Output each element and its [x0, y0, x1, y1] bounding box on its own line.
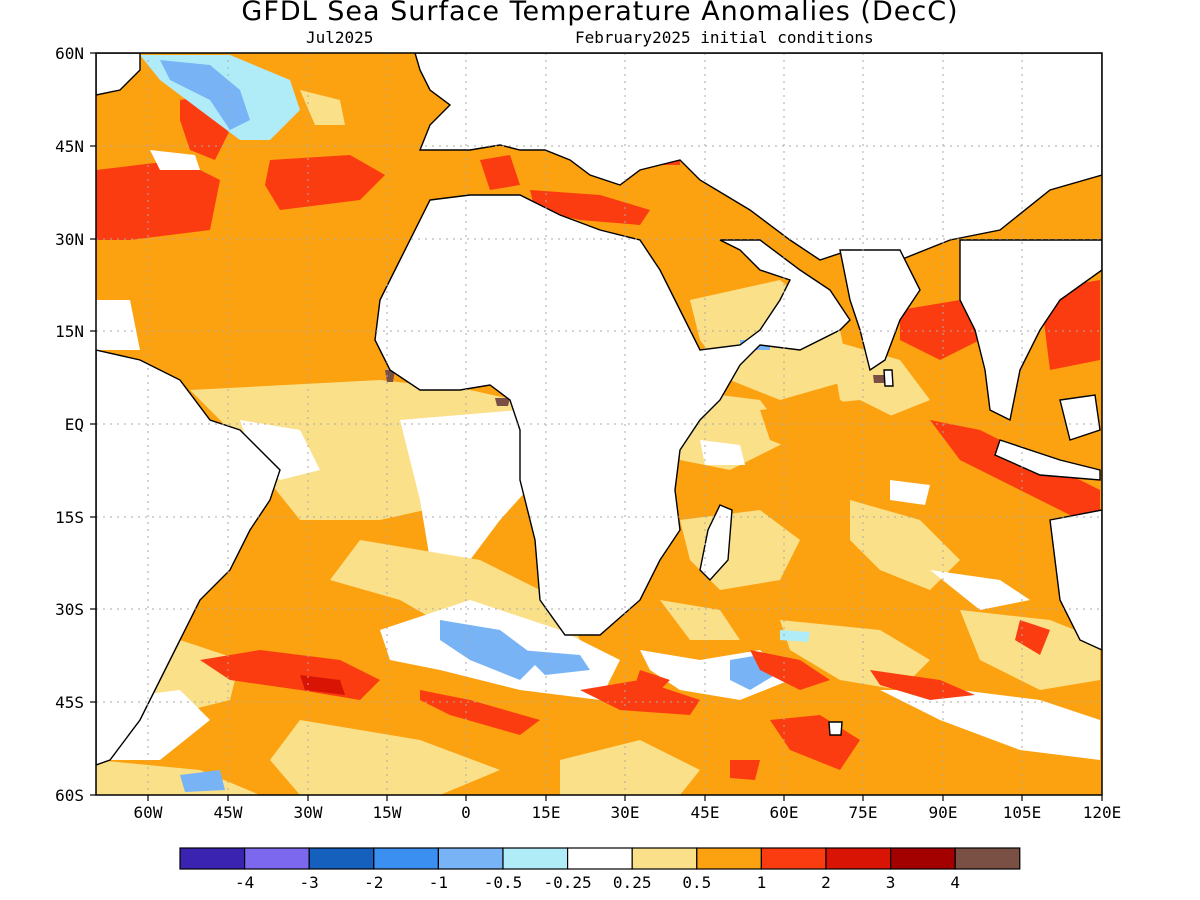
lon-label: 105E [1002, 803, 1042, 822]
colorbar-swatch [954, 847, 1021, 870]
colorbar-swatch [566, 847, 633, 870]
colorbar-tick-label: -2 [364, 873, 384, 892]
colorbar-swatch [760, 847, 827, 870]
colorbar-tick-label: 4 [950, 873, 960, 892]
lon-label: 15W [372, 803, 402, 822]
lon-label: 30E [610, 803, 640, 822]
colorbar-swatch [437, 847, 504, 870]
colorbar-tick-label: 3 [885, 873, 896, 892]
colorbar-tick-label: -1 [428, 873, 449, 892]
colorbar-tick-label: -0.25 [543, 873, 592, 892]
colorbar-swatch [696, 847, 762, 870]
lon-label: 90E [928, 803, 958, 822]
lat-label: 45S [55, 693, 84, 712]
lon-label: 15E [531, 803, 561, 822]
anomaly-field [96, 53, 1102, 795]
colorbar-tick-label: 0.5 [682, 873, 712, 892]
lon-label: 30W [293, 803, 323, 822]
map-title: GFDL Sea Surface Temperature Anomalies (… [241, 0, 959, 27]
colorbar-swatch [889, 847, 956, 870]
lat-label: 60N [55, 44, 84, 63]
land [96, 53, 1102, 766]
lon-label: 120E [1082, 803, 1122, 822]
colorbar-tick-label: -3 [299, 873, 319, 892]
initial-conditions: February2025 initial conditions [575, 28, 874, 47]
lat-label: 60S [55, 786, 84, 805]
colorbar-tick-label: -0.5 [483, 873, 523, 892]
colorbar-tick-label: 0.25 [612, 873, 652, 892]
colorbar-tick-label: -4 [234, 873, 255, 892]
axis-ticks [90, 52, 1103, 801]
colorbar-swatch [502, 847, 569, 870]
lat-label: 30N [55, 230, 84, 249]
lon-label: 45W [213, 803, 243, 822]
lat-label: EQ [64, 415, 84, 434]
lat-label: 15S [55, 508, 84, 527]
lon-label: 45E [690, 803, 720, 822]
colorbar-swatch [373, 847, 439, 870]
lon-label: 60E [769, 803, 799, 822]
colorbar-tick-label: 2 [821, 873, 831, 892]
colorbar-tick-label: 1 [756, 873, 767, 892]
lon-label: 60W [133, 803, 163, 822]
colorbar-swatch [308, 847, 375, 870]
grid-lines [96, 53, 1102, 795]
colorbar-swatch [179, 847, 246, 870]
colorbar-swatch [631, 847, 698, 870]
colorbar [179, 847, 1021, 870]
lon-label: 75E [848, 803, 878, 822]
lat-label: 45N [55, 137, 84, 156]
forecast-month: Jul2025 [306, 28, 374, 47]
colorbar-swatch [825, 847, 892, 870]
lat-label: 30S [55, 600, 84, 619]
colorbar-swatch [244, 847, 310, 870]
lat-label: 15N [55, 322, 84, 341]
lon-label: 0 [461, 803, 471, 822]
